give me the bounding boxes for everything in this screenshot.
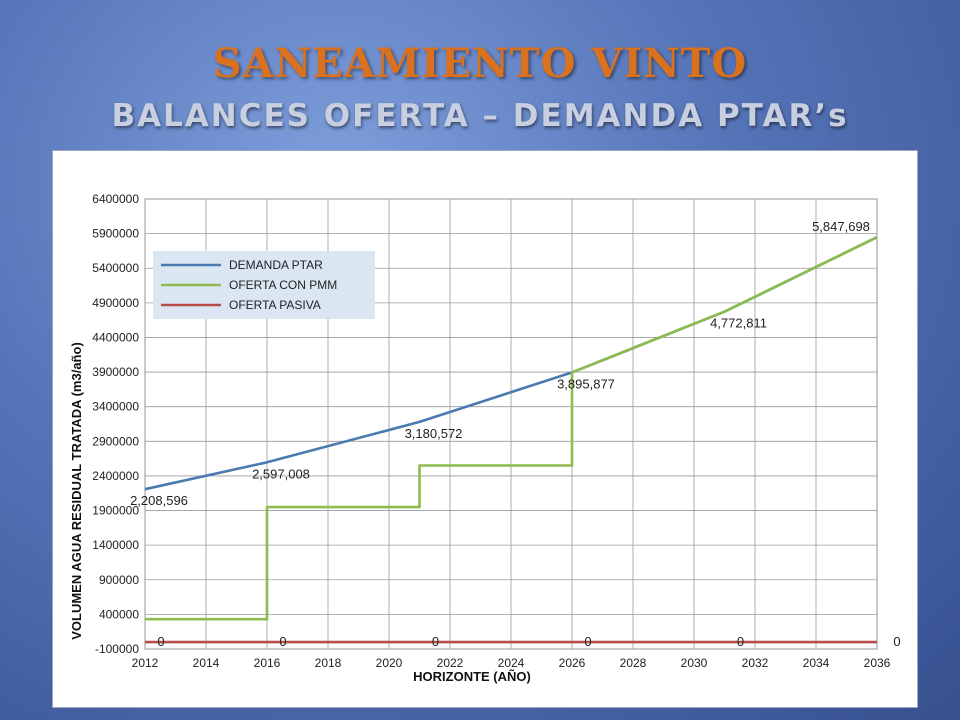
data-label: 2,597,008 [252, 466, 310, 481]
data-label: 0 [584, 634, 591, 649]
line-chart: -100000 400000 900000 1400000 1900000 2400000… [69, 192, 901, 684]
y-tick-label: 5900000 [92, 227, 139, 241]
data-label: 0 [279, 634, 286, 649]
legend-entry-label: OFERTA CON PMM [229, 278, 337, 292]
y-tick-label: 400000 [99, 607, 139, 621]
data-label: 3,895,877 [557, 376, 615, 391]
x-tick-label: 2026 [559, 656, 586, 670]
data-label: 2,208,596 [130, 493, 188, 508]
data-labels: 2,208,596 2,597,008 3,180,572 3,895,877 4,77… [130, 219, 901, 649]
x-tick-labels: 2012 2014 2016 2018 2020 2022 2024 2026 2028 2030… [132, 656, 891, 670]
y-tick-label: 1900000 [92, 504, 139, 518]
x-tick-label: 2012 [132, 656, 159, 670]
x-tick-label: 2034 [803, 656, 830, 670]
chart-frame: -100000 400000 900000 1400000 1900000 2400000… [52, 150, 918, 708]
y-tick-label: 4400000 [92, 330, 139, 344]
y-tick-label: 3400000 [92, 400, 139, 414]
x-tick-label: 2022 [437, 656, 464, 670]
y-tick-label: 5400000 [92, 261, 139, 275]
x-tick-label: 2014 [193, 656, 220, 670]
data-label: 5,847,698 [812, 219, 870, 234]
y-tick-label: -100000 [95, 642, 139, 656]
data-label: 0 [432, 634, 439, 649]
y-tick-label: 2900000 [92, 434, 139, 448]
x-tick-label: 2030 [681, 656, 708, 670]
y-tick-labels: -100000 400000 900000 1400000 1900000 2400000… [92, 192, 139, 656]
x-tick-label: 2020 [376, 656, 403, 670]
legend-entry-label: OFERTA PASIVA [229, 298, 321, 312]
legend: DEMANDA PTAR OFERTA CON PMM OFERTA PASIVA [153, 251, 375, 319]
series-lines [144, 236, 878, 644]
y-axis-title: VOLUMEN AGUA RESIDUAL TRATADA (m3/año) [69, 342, 84, 640]
x-tick-label: 2036 [864, 656, 891, 670]
x-tick-label: 2024 [498, 656, 525, 670]
y-tick-label: 2400000 [92, 469, 139, 483]
y-tick-label: 1400000 [92, 538, 139, 552]
x-tick-label: 2028 [620, 656, 647, 670]
y-tick-label: 3900000 [92, 365, 139, 379]
y-tick-label: 4900000 [92, 296, 139, 310]
x-tick-label: 2032 [742, 656, 769, 670]
data-label: 0 [893, 634, 900, 649]
y-tick-label: 6400000 [92, 192, 139, 206]
x-tick-label: 2016 [254, 656, 281, 670]
y-tick-label: 900000 [99, 573, 139, 587]
x-tick-label: 2018 [315, 656, 342, 670]
data-label: 4,772,811 [710, 316, 767, 331]
data-label: 3,180,572 [405, 426, 463, 441]
slide-title: SANEAMIENTO VINTO [212, 40, 748, 87]
data-label: 0 [157, 634, 164, 649]
data-label: 0 [737, 634, 744, 649]
slide-subtitle: BALANCES OFERTA – DEMANDA PTAR’s [111, 98, 849, 134]
legend-entry-label: DEMANDA PTAR [229, 258, 323, 272]
series-line-oferta-con-pmm [145, 236, 878, 621]
x-axis-title: HORIZONTE (AÑO) [413, 669, 531, 684]
